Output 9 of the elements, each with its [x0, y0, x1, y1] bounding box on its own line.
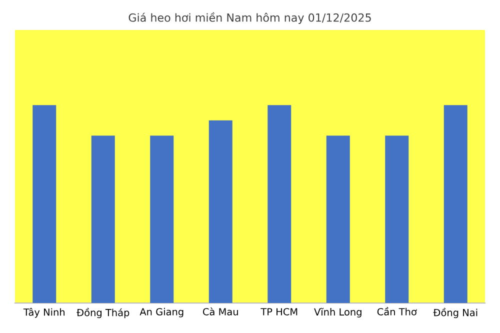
- x-tick-label: Cần Thơ: [377, 307, 417, 316]
- x-tick-label: Đồng Nai: [433, 308, 478, 318]
- x-tick-label: Vĩnh Long: [314, 308, 362, 318]
- x-tick-label: Đồng Tháp: [76, 308, 130, 318]
- x-tick-label: TP HCM: [260, 308, 298, 316]
- x-tick-label: Tây Ninh: [23, 308, 65, 318]
- chart-title: Giá heo hơi miền Nam hôm nay 01/12/2025: [128, 12, 371, 24]
- x-tick-label: Cà Mau: [203, 308, 238, 316]
- x-tick-label: An Giang: [140, 308, 184, 318]
